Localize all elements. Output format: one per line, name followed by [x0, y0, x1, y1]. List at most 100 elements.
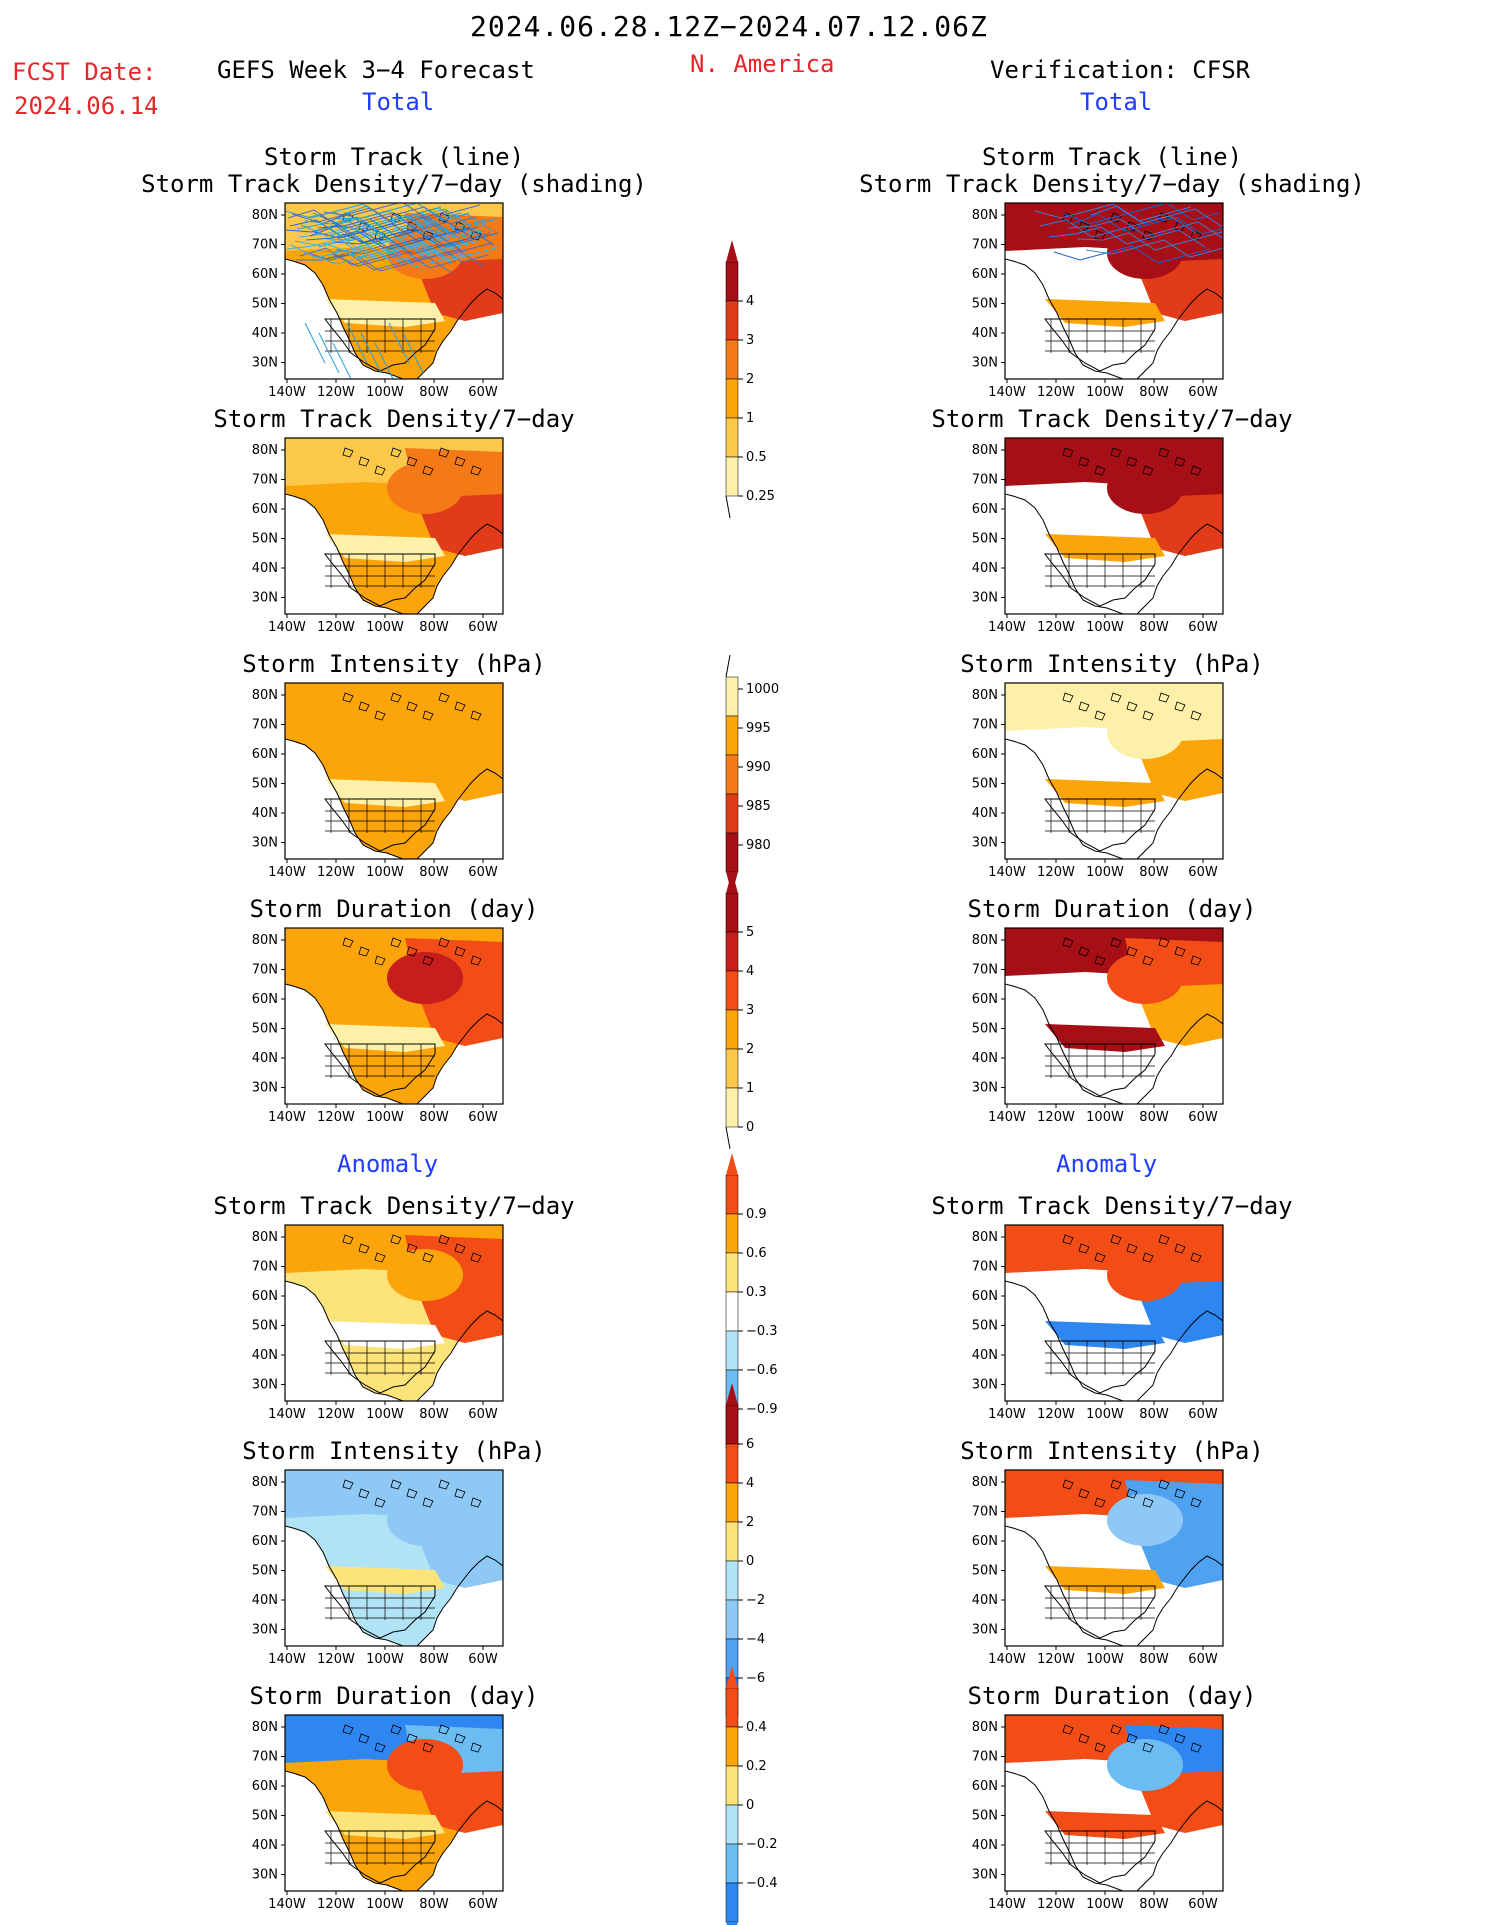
- island-outline: [454, 456, 466, 467]
- island-outline: [1190, 1497, 1202, 1508]
- lat-tick-label: 80N: [972, 688, 998, 703]
- coastline: [1005, 1470, 1223, 1646]
- storm-track-line: [388, 322, 410, 364]
- island-outline: [1142, 1742, 1154, 1753]
- lat-tick-label: 50N: [972, 532, 998, 547]
- coastline: [1005, 1225, 1223, 1401]
- island-outline: [1062, 937, 1074, 948]
- island-outline: [358, 1488, 370, 1499]
- lat-tick-label: 50N: [252, 1564, 278, 1579]
- island-outline: [406, 946, 418, 957]
- shade-south: [1045, 1024, 1165, 1052]
- lon-tick-label: 80W: [419, 865, 449, 880]
- island-outline: [390, 937, 402, 948]
- lon-tick-label: 80W: [1139, 1652, 1169, 1667]
- lon-tick-label: 60W: [1188, 865, 1218, 880]
- island-outline: [1126, 221, 1138, 232]
- lat-tick-label: 60N: [972, 267, 998, 282]
- colorbar-segment: [725, 1174, 739, 1215]
- colorbar-segment: [725, 1404, 739, 1445]
- coastline: [1005, 1715, 1223, 1891]
- lon-tick-label: 80W: [1139, 1110, 1169, 1125]
- storm-track-line: [331, 244, 489, 267]
- colorbar-segment: [725, 1687, 739, 1728]
- island-outline: [1078, 1488, 1090, 1499]
- colorbar-segment: [725, 793, 739, 834]
- lon-tick-label: 120W: [317, 1897, 355, 1912]
- lat-tick-label: 70N: [972, 718, 998, 733]
- lon-tick-label: 60W: [1188, 1652, 1218, 1667]
- coastline: [285, 438, 503, 614]
- storm-track-line: [318, 332, 340, 374]
- island-outline: [1110, 1479, 1122, 1490]
- island-outline: [422, 955, 434, 966]
- colorbar-label: 0: [746, 1798, 754, 1813]
- shade-center: [1107, 952, 1183, 1004]
- island-outline: [1158, 212, 1170, 223]
- island-outline: [1142, 710, 1154, 721]
- shade-south: [1045, 1811, 1165, 1839]
- island-outline: [1078, 456, 1090, 467]
- storm-track-line: [342, 243, 500, 262]
- lon-tick-label: 100W: [1086, 385, 1124, 400]
- island-outline: [406, 1733, 418, 1744]
- lat-tick-label: 50N: [972, 1564, 998, 1579]
- colorbar-density: 4 3 2 1 0.5 0.25: [725, 240, 775, 519]
- colorbar-segment: [725, 1213, 739, 1254]
- island-outline: [358, 946, 370, 957]
- colorbar-label: 980: [746, 838, 771, 853]
- lon-tick-label: 100W: [366, 620, 404, 635]
- lat-tick-label: 80N: [252, 1720, 278, 1735]
- island-outline: [1110, 447, 1122, 458]
- lat-tick-label: 80N: [252, 688, 278, 703]
- country-border: [1044, 1585, 1156, 1639]
- colorbar-segment: [725, 1330, 739, 1371]
- anomaly-left-label: Anomaly: [337, 1150, 439, 1178]
- lon-tick-label: 120W: [1037, 1652, 1075, 1667]
- island-outline: [1174, 1488, 1186, 1499]
- lon-tick-label: 80W: [419, 620, 449, 635]
- lat-tick-label: 60N: [252, 747, 278, 762]
- island-outline: [1190, 955, 1202, 966]
- island-outline: [1142, 955, 1154, 966]
- storm-track-line: [1048, 226, 1206, 248]
- island-outline: [438, 937, 450, 948]
- lat-tick-label: 70N: [252, 473, 278, 488]
- country-border: [324, 553, 436, 607]
- storm-track-line: [305, 230, 463, 252]
- storm-track-line: [340, 205, 498, 227]
- colorbar-label: 4: [746, 1476, 754, 1491]
- colorbar-label: 2: [746, 1515, 754, 1530]
- country-border: [1044, 798, 1156, 852]
- island-outline: [470, 1252, 482, 1263]
- colorbar-label: 4: [746, 964, 754, 979]
- island-outline: [422, 1252, 434, 1263]
- colorbar-arrow-bottom: [726, 1922, 738, 1925]
- lat-tick-label: 60N: [252, 1779, 278, 1794]
- panel-subtitle: Storm Track Density/7−day (shading): [141, 170, 647, 198]
- shade-center: [1107, 1739, 1183, 1791]
- lon-tick-label: 100W: [1086, 865, 1124, 880]
- island-outline: [422, 1742, 434, 1753]
- island-outline: [374, 955, 386, 966]
- colorbar-arrow-top: [726, 1383, 738, 1405]
- lat-tick-label: 60N: [972, 502, 998, 517]
- island-outline: [438, 1479, 450, 1490]
- island-outline: [1078, 1243, 1090, 1254]
- panel-title: Storm Intensity (hPa): [960, 650, 1264, 678]
- panel-title: Storm Duration (day): [967, 1682, 1257, 1710]
- lat-tick-label: 30N: [252, 1378, 278, 1393]
- colorbar-label: 4: [746, 294, 754, 309]
- colorbar-duration: 5 4 3 2 1 0: [725, 871, 754, 1150]
- island-outline: [390, 1234, 402, 1245]
- lon-tick-label: 60W: [468, 1897, 498, 1912]
- storm-track-line: [319, 206, 477, 229]
- island-outline: [1174, 1243, 1186, 1254]
- colorbar-label: 0.4: [746, 1720, 767, 1735]
- island-outline: [1094, 465, 1106, 476]
- lon-tick-label: 60W: [1188, 1897, 1218, 1912]
- shade-center: [387, 1494, 463, 1546]
- shade-south: [325, 1566, 445, 1594]
- coastline: [285, 1715, 503, 1891]
- colorbar-label: −6: [746, 1671, 765, 1686]
